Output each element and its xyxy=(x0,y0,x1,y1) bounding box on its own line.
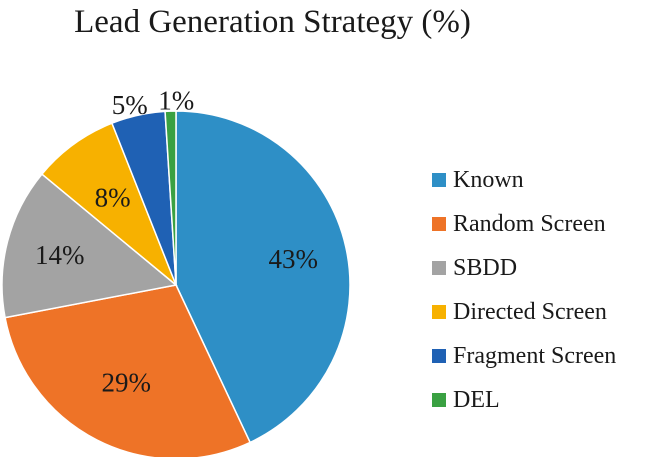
pie-slice-labels: 43% 29% 14% 8% 5% 1% xyxy=(35,86,318,398)
data-label-directed-screen: 8% xyxy=(95,183,131,213)
legend-swatch-directed-screen xyxy=(432,305,446,319)
legend-label-known: Known xyxy=(453,167,524,193)
legend-item-fragment-screen: Fragment Screen xyxy=(432,334,616,378)
pie-slice-sbdd xyxy=(1,173,178,319)
legend-swatch-known xyxy=(432,173,446,187)
legend-label-fragment-screen: Fragment Screen xyxy=(453,343,617,369)
legend-swatch-sbdd xyxy=(432,261,446,275)
data-label-fragment-screen: 5% xyxy=(112,90,148,120)
pie-slice-known xyxy=(175,110,351,444)
legend-label-random-screen: Random Screen xyxy=(453,211,606,237)
data-label-sbdd: 14% xyxy=(35,240,85,270)
legend-label-del: DEL xyxy=(453,387,500,413)
legend-item-known: Known xyxy=(432,158,616,202)
chart-title: Lead Generation Strategy (%) xyxy=(74,4,471,40)
legend-label-sbdd: SBDD xyxy=(453,255,518,281)
pie-slice-del xyxy=(164,110,177,286)
legend-swatch-del xyxy=(432,393,446,407)
data-label-known: 43% xyxy=(268,244,318,274)
legend-item-directed-screen: Directed Screen xyxy=(432,290,616,334)
legend: Known Random Screen SBDD Directed Screen Fra… xyxy=(432,158,616,422)
legend-item-random-screen: Random Screen xyxy=(432,202,616,246)
legend-item-sbdd: SBDD xyxy=(432,246,616,290)
legend-item-del: DEL xyxy=(432,378,616,422)
legend-swatch-random-screen xyxy=(432,217,446,231)
legend-label-directed-screen: Directed Screen xyxy=(453,299,607,325)
pie-slices xyxy=(1,110,351,457)
data-label-random-screen: 29% xyxy=(101,368,151,398)
legend-swatch-fragment-screen xyxy=(432,349,446,363)
pie-slice-random-screen xyxy=(4,284,252,457)
data-label-del: 1% xyxy=(158,86,194,116)
